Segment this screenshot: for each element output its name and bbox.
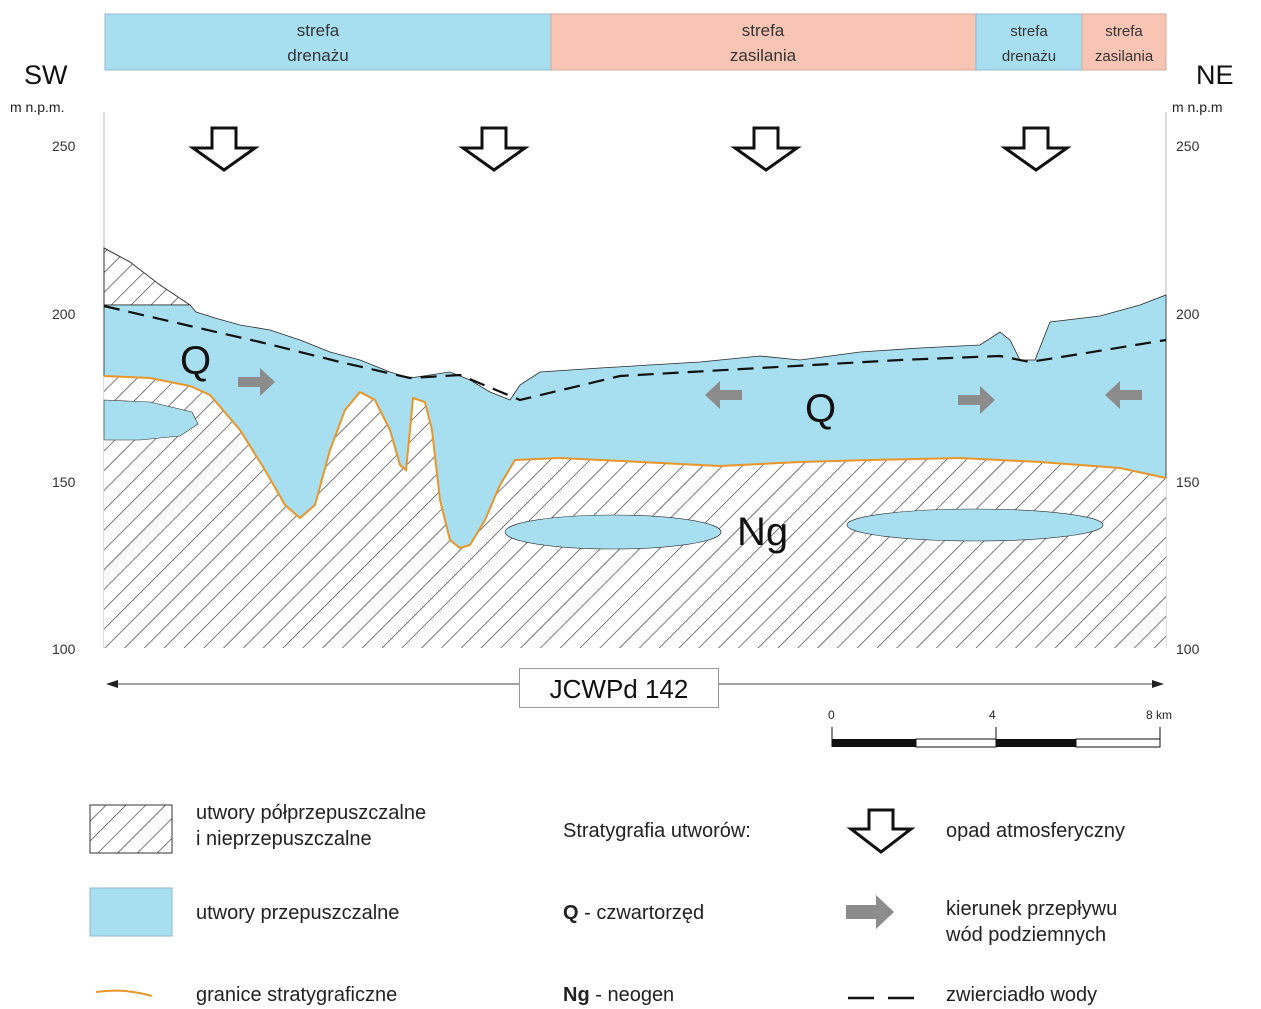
legend-hatch-swatch (89, 804, 173, 854)
scale-label-8: 8 km (1146, 708, 1172, 722)
scale-label-4: 4 (989, 708, 996, 722)
tick-right-100: 100 (1176, 641, 1200, 657)
zone-2-line2: zasilania (730, 46, 797, 65)
zone-4-line1: strefa (1105, 23, 1143, 40)
legend-semi-permeable-line2: i nieprzepuszczalne (196, 828, 372, 850)
zone-2-line1: strefa (742, 21, 785, 40)
tick-right-150: 150 (1176, 474, 1200, 490)
zone-bar: strefa drenażu strefa zasilania strefa d… (104, 13, 1167, 71)
flow-arrow-left-icon (705, 381, 742, 409)
legend-water-table: zwierciadło wody (946, 984, 1098, 1006)
aquifer-lens-middle (504, 514, 722, 550)
precipitation-arrow-icon (188, 126, 260, 172)
semi-permeable-layer (103, 247, 192, 306)
zone-3-line2: drenażu (1002, 48, 1056, 65)
quaternary-label-right: Q (805, 387, 836, 431)
water-table-line (103, 304, 1167, 402)
aquifer-lens-right (846, 508, 1104, 542)
neogen-layer (104, 376, 1166, 648)
zone-recharge-2 (1081, 13, 1167, 71)
tick-right-200: 200 (1176, 306, 1200, 322)
legend-semi-permeable: utwory półprzepuszczalne i nieprzepuszcz… (196, 800, 426, 852)
zone-3-line1: strefa (1010, 23, 1048, 40)
neogen-label: Ng (737, 510, 788, 554)
tick-left-150: 150 (52, 474, 76, 490)
legend-neogen: Ng - neogen (563, 982, 674, 1008)
legend-strat-boundaries: granice stratygraficzne (196, 984, 398, 1006)
flow-arrow-right-icon (238, 368, 275, 396)
zone-1-line2: drenażu (287, 46, 348, 65)
aquifer-lens-left (103, 399, 199, 441)
extent-arrow-right-icon (1152, 680, 1164, 688)
direction-ne: NE (1196, 60, 1234, 90)
precipitation-arrow-icon (1000, 126, 1072, 172)
legend-flow: kierunek przepływu wód podziemnych (946, 896, 1117, 948)
direction-sw: SW (24, 60, 68, 90)
legend-quaternary: Q - czwartorzęd (563, 900, 704, 926)
tick-right-250: 250 (1176, 138, 1200, 154)
quaternary-label-left: Q (180, 339, 211, 383)
scale-bar: 0 4 8 km (828, 708, 1172, 748)
flow-arrow-left-icon (1105, 381, 1142, 409)
flow-arrows (238, 368, 1142, 414)
legend-q-code: Q (563, 902, 579, 924)
precipitation-arrow-icon (730, 126, 802, 172)
section-name-box: JCWPd 142 (519, 668, 719, 708)
legend-q-name: - czwartorzęd (578, 902, 705, 924)
legend-boundary-swatch (95, 989, 153, 997)
elevation-unit-left: m n.p.m. (10, 99, 64, 115)
stratigraphic-boundary (103, 375, 1167, 550)
elevation-unit-right: m n.p.m (1172, 99, 1223, 115)
legend-precipitation: opad atmosferyczny (946, 820, 1125, 842)
zone-4-line2: zasilania (1095, 48, 1154, 65)
flow-arrow-right-icon (958, 386, 995, 414)
zone-1-line1: strefa (297, 21, 340, 40)
tick-left-100: 100 (52, 641, 76, 657)
legend-permeable: utwory przepuszczalne (196, 902, 400, 924)
scale-label-0: 0 (828, 708, 835, 722)
precipitation-arrow-icon (458, 126, 530, 172)
legend-semi-permeable-line1: utwory półprzepuszczalne (196, 802, 427, 824)
zone-drainage-2 (975, 13, 1083, 71)
legend-flow-arrow-icon (846, 895, 894, 929)
zone-drainage-1 (104, 13, 552, 71)
legend-permeable-swatch (89, 887, 173, 937)
precipitation-arrows (188, 126, 1072, 172)
legend-ng-code: Ng (563, 984, 590, 1006)
legend-flow-line1: kierunek przepływu (946, 898, 1118, 920)
zone-recharge-1 (550, 13, 977, 71)
legend-flow-line2: wód podziemnych (946, 924, 1107, 946)
extent-arrow-left-icon (106, 680, 118, 688)
tick-left-200: 200 (52, 306, 76, 322)
legend-precipitation-icon (846, 808, 916, 854)
legend-ng-name: - neogen (589, 984, 675, 1006)
legend-stratigraphy-title: Stratygrafia utworów: (563, 820, 751, 842)
tick-left-250: 250 (52, 138, 76, 154)
